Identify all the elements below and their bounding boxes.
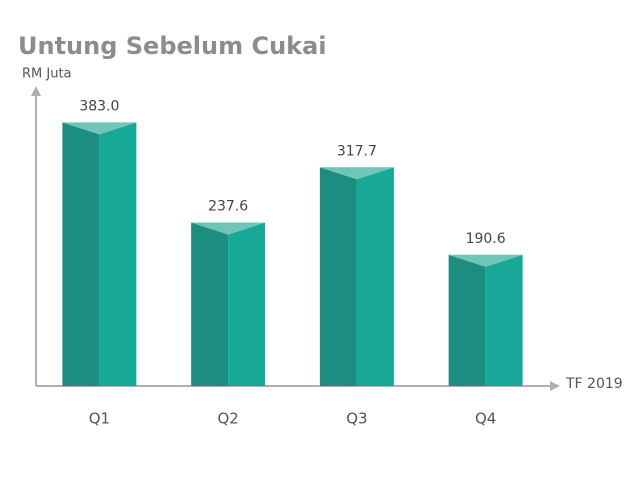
bar-right-face (356, 167, 394, 386)
bar-top (448, 254, 523, 267)
bar-left-face (448, 254, 486, 386)
x-tick-label: Q4 (475, 410, 496, 428)
value-label: 383.0 (79, 98, 119, 114)
bar-right-face (485, 254, 523, 386)
value-label: 317.7 (337, 143, 377, 159)
x-axis-label: TF 2019 (565, 376, 623, 392)
bar-left-face (191, 222, 229, 386)
bar-left-face (319, 167, 357, 386)
value-label: 237.6 (208, 198, 248, 214)
value-label: 190.6 (466, 231, 506, 247)
bar-right-face (99, 122, 137, 386)
y-axis-label: RM Juta (22, 67, 72, 82)
bar-left-face (62, 122, 100, 386)
bar-right-face (228, 222, 266, 386)
bar-top (62, 122, 137, 135)
x-axis-arrow (550, 381, 560, 391)
bar-top (319, 167, 394, 180)
chart-title: Untung Sebelum Cukai (18, 32, 327, 60)
y-axis-arrow (31, 86, 41, 96)
x-tick-label: Q1 (89, 410, 110, 428)
bar-top (191, 222, 266, 235)
x-tick-label: Q2 (217, 410, 238, 428)
x-tick-label: Q3 (346, 410, 367, 428)
